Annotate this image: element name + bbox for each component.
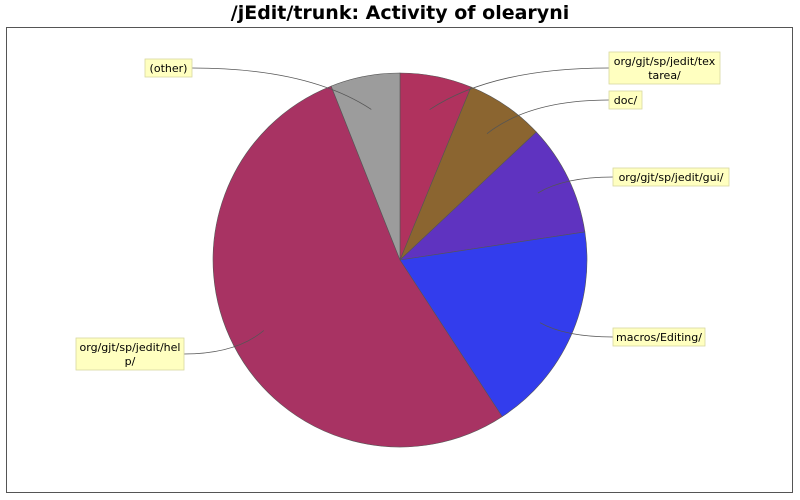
slice-label: p/ [125,355,136,368]
slice-label: tarea/ [648,69,681,82]
leader-line [429,67,610,110]
leader-line [183,330,265,355]
slice-label-box [75,337,185,371]
pie-slice [330,72,401,261]
chart-title: /jEdit/trunk: Activity of olearyni [230,2,570,24]
slice-label-box [612,167,730,187]
slice-label: doc/ [614,94,638,107]
leader-line [539,322,614,338]
pie-slice [399,231,588,418]
pie-slices [212,72,588,448]
slice-label-box [144,58,193,78]
pie-slice [212,85,503,448]
leader-line [191,67,372,110]
leader-line [537,176,614,194]
leader-line [486,99,610,135]
slice-label: org/gjt/sp/jedit/hel [80,341,181,354]
slice-label: (other) [150,62,188,75]
leader-lines [183,67,614,355]
pie-slice [399,131,586,261]
slice-label: org/gjt/sp/jedit/tex [614,55,716,68]
slice-labels: org/gjt/sp/jedit/textarea/doc/org/gjt/sp… [75,51,730,371]
slice-label: macros/Editing/ [616,331,702,344]
slice-label-box [608,51,721,85]
slice-label: org/gjt/sp/jedit/gui/ [619,171,724,184]
slice-label-box [612,327,706,347]
slice-label-box [608,90,643,110]
